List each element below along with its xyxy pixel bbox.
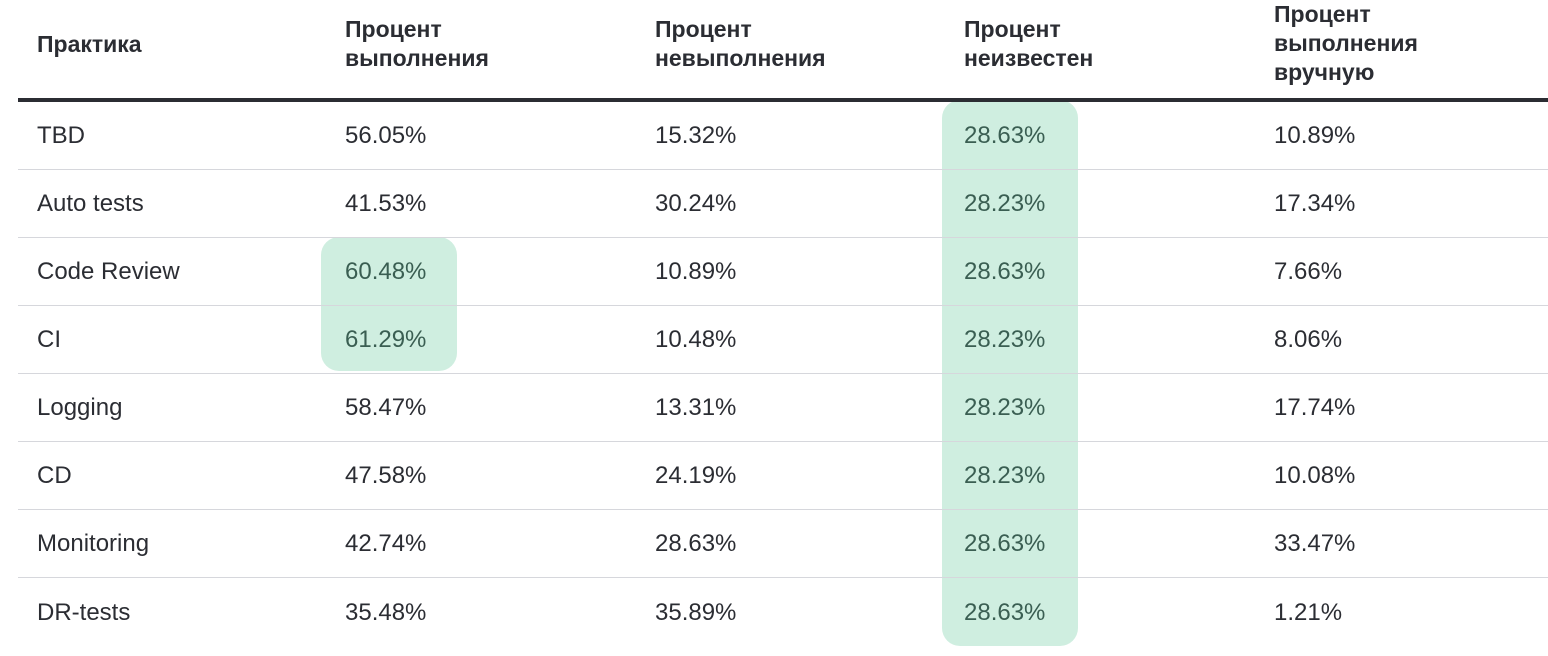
header-line: Процент [1274,1,1371,27]
cell-done: 42.74% [345,530,427,557]
cell-not-done: 28.63% [655,530,737,557]
table-row: DR-tests 35.48% 35.89% 28.63% 1.21% [18,579,1548,646]
cell-done: 61.29% [345,326,427,353]
cell-done: 58.47% [345,394,427,421]
header-line: неизвестен [964,45,1094,71]
cell-unknown: 28.23% [964,462,1046,489]
header-unknown: Процент неизвестен [964,15,1093,73]
practices-table: Практика Процент выполнения Процент невы… [18,0,1548,656]
table-row: Code Review 60.48% 10.89% 28.63% 7.66% [18,238,1548,306]
header-line: невыполнения [655,45,826,71]
header-line: выполнения [1274,30,1418,56]
cell-manual: 17.34% [1274,190,1356,217]
header-not-done: Процент невыполнения [655,15,826,73]
table-row: CI 61.29% 10.48% 28.23% 8.06% [18,306,1548,374]
cell-not-done: 13.31% [655,394,737,421]
table-row: Logging 58.47% 13.31% 28.23% 17.74% [18,374,1548,442]
cell-not-done: 35.89% [655,599,737,626]
cell-manual: 10.89% [1274,122,1356,149]
table-row: Monitoring 42.74% 28.63% 28.63% 33.47% [18,510,1548,578]
cell-unknown: 28.63% [964,258,1046,285]
highlight-done-code-review-ci [321,237,457,371]
cell-practice: Monitoring [37,530,150,557]
header-practice: Практика [37,30,142,59]
cell-practice: Code Review [37,258,180,285]
cell-done: 60.48% [345,258,427,285]
cell-not-done: 24.19% [655,462,737,489]
header-line: вручную [1274,59,1375,85]
cell-practice: Auto tests [37,190,144,217]
cell-done: 47.58% [345,462,427,489]
table-row: CD 47.58% 24.19% 28.23% 10.08% [18,442,1548,510]
header-line: Процент [964,16,1061,42]
cell-practice: CI [37,326,61,353]
cell-practice: TBD [37,122,85,149]
cell-not-done: 10.89% [655,258,737,285]
header-manual: Процент выполнения вручную [1274,0,1418,87]
header-line: Процент [655,16,752,42]
table-row: TBD 56.05% 15.32% 28.63% 10.89% [18,102,1548,170]
header-done: Процент выполнения [345,15,489,73]
cell-done: 41.53% [345,190,427,217]
cell-manual: 8.06% [1274,326,1343,353]
cell-manual: 10.08% [1274,462,1356,489]
cell-not-done: 15.32% [655,122,737,149]
cell-unknown: 28.63% [964,599,1046,626]
cell-done: 35.48% [345,599,427,626]
cell-unknown: 28.63% [964,530,1046,557]
header-line: Практика [37,31,142,57]
table-header: Практика Процент выполнения Процент невы… [18,0,1548,102]
cell-manual: 1.21% [1274,599,1343,626]
cell-manual: 17.74% [1274,394,1356,421]
cell-practice: CD [37,462,72,489]
cell-unknown: 28.23% [964,394,1046,421]
cell-unknown: 28.23% [964,190,1046,217]
cell-unknown: 28.23% [964,326,1046,353]
header-line: выполнения [345,45,489,71]
cell-not-done: 10.48% [655,326,737,353]
cell-manual: 7.66% [1274,258,1343,285]
table-row: Auto tests 41.53% 30.24% 28.23% 17.34% [18,170,1548,238]
cell-done: 56.05% [345,122,427,149]
cell-practice: Logging [37,394,123,421]
cell-unknown: 28.63% [964,122,1046,149]
cell-practice: DR-tests [37,599,131,626]
cell-manual: 33.47% [1274,530,1356,557]
cell-not-done: 30.24% [655,190,737,217]
header-line: Процент [345,16,442,42]
